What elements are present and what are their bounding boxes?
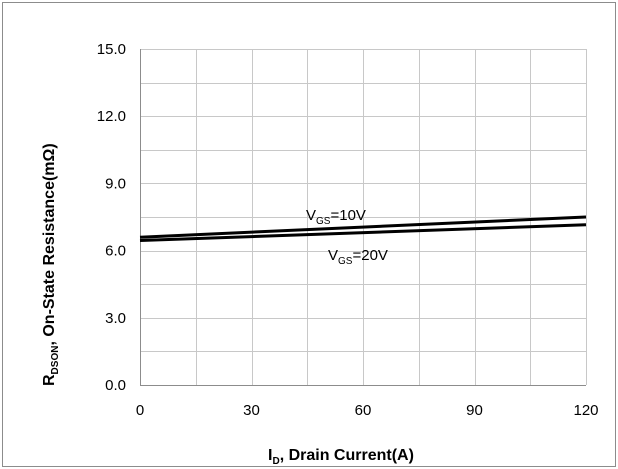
- y-tick-label: 6.0: [105, 243, 126, 260]
- grid: [140, 49, 587, 386]
- x-tick-label: 90: [466, 402, 483, 419]
- y-axis-title: RDSON, On-State Resistance(mΩ): [41, 143, 61, 386]
- x-tick-label: 0: [136, 402, 144, 419]
- y-tick-label: 12.0: [97, 108, 126, 125]
- x-tick-label: 120: [573, 402, 598, 419]
- x-axis-title: ID, Drain Current(A): [268, 447, 414, 467]
- y-tick-label: 0.0: [105, 377, 126, 394]
- series-line-0: [139, 215, 587, 239]
- tick-labels: 0 30 60 90 120 0.0 3.0 6.0 9.0 12.0 15.0: [97, 41, 599, 419]
- y-tick-label: 9.0: [105, 175, 126, 192]
- x-tick-label: 30: [243, 402, 260, 419]
- y-tick-label: 3.0: [105, 310, 126, 327]
- y-tick-label: 15.0: [97, 41, 126, 58]
- series-lines: [139, 215, 587, 242]
- series-label-vgs-20v: VGS=20V: [328, 247, 388, 267]
- series-line-1: [139, 223, 587, 242]
- x-tick-label: 60: [355, 402, 372, 419]
- series-label-vgs-10v: VGS=10V: [306, 207, 366, 227]
